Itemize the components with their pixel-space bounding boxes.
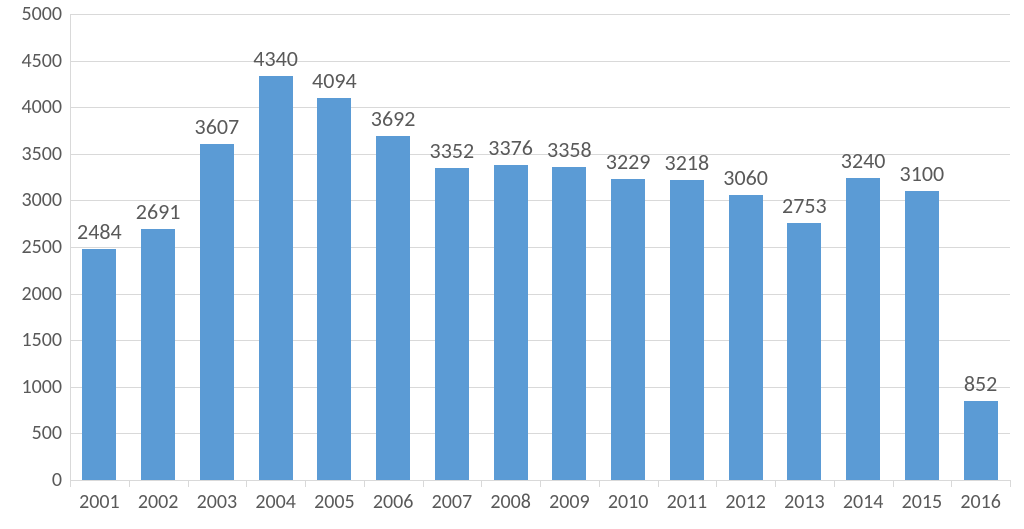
y-tick-label: 500 xyxy=(32,421,70,445)
x-tick xyxy=(951,480,952,487)
bar-value-label: 3229 xyxy=(606,148,651,179)
plot-area: 0500100015002000250030003500400045005000… xyxy=(70,14,1010,480)
x-tick xyxy=(129,480,130,487)
x-tick xyxy=(188,480,189,487)
y-tick-label: 3000 xyxy=(21,188,70,212)
y-tick-label: 1500 xyxy=(21,328,70,352)
y-tick-label: 4000 xyxy=(21,95,70,119)
x-tick-label: 2004 xyxy=(255,480,296,514)
x-tick xyxy=(540,480,541,487)
y-tick-label: 0 xyxy=(52,468,70,492)
x-tick xyxy=(834,480,835,487)
x-tick xyxy=(893,480,894,487)
bar-value-label: 2753 xyxy=(782,192,827,223)
x-tick xyxy=(775,480,776,487)
bar: 3358 xyxy=(552,167,586,480)
y-tick-label: 2500 xyxy=(21,235,70,259)
bar-value-label: 4094 xyxy=(312,67,357,98)
gridline xyxy=(70,61,1010,62)
x-tick-label: 2011 xyxy=(667,480,708,514)
gridline xyxy=(70,107,1010,108)
bar: 2753 xyxy=(787,223,821,480)
x-tick-label: 2003 xyxy=(197,480,238,514)
y-tick-label: 3500 xyxy=(21,142,70,166)
y-tick-label: 4500 xyxy=(21,49,70,73)
x-tick-label: 2005 xyxy=(314,480,355,514)
y-tick-label: 1000 xyxy=(21,375,70,399)
bar-value-label: 3218 xyxy=(665,149,710,180)
x-tick-label: 2002 xyxy=(138,480,179,514)
bar: 3229 xyxy=(611,179,645,480)
bar: 2484 xyxy=(82,249,116,481)
x-tick-label: 2006 xyxy=(373,480,414,514)
gridline xyxy=(70,14,1010,15)
bar: 3376 xyxy=(494,165,528,480)
x-tick-label: 2009 xyxy=(549,480,590,514)
x-tick xyxy=(658,480,659,487)
bar-value-label: 3060 xyxy=(723,164,768,195)
x-tick xyxy=(1010,480,1011,487)
bar-value-label: 2484 xyxy=(77,218,122,249)
x-tick-label: 2010 xyxy=(608,480,649,514)
bar: 4094 xyxy=(317,98,351,480)
bar: 2691 xyxy=(141,229,175,480)
bar: 4340 xyxy=(259,76,293,480)
bar-value-label: 4340 xyxy=(253,45,298,76)
bar: 3352 xyxy=(435,168,469,480)
bar-value-label: 2691 xyxy=(136,198,181,229)
x-tick xyxy=(246,480,247,487)
bar-value-label: 3240 xyxy=(841,147,886,178)
x-tick xyxy=(481,480,482,487)
bar-value-label: 3352 xyxy=(430,137,475,168)
bar-value-label: 3376 xyxy=(488,134,533,165)
x-tick-label: 2012 xyxy=(725,480,766,514)
x-tick-label: 2013 xyxy=(784,480,825,514)
bar: 3240 xyxy=(846,178,880,480)
bar-value-label: 3100 xyxy=(900,160,945,191)
bar-value-label: 3607 xyxy=(195,113,240,144)
bar: 852 xyxy=(964,401,998,480)
bar: 3218 xyxy=(670,180,704,480)
y-tick-label: 5000 xyxy=(21,2,70,26)
bar: 3100 xyxy=(905,191,939,480)
x-tick-label: 2015 xyxy=(902,480,943,514)
x-tick xyxy=(716,480,717,487)
x-tick xyxy=(599,480,600,487)
bar: 3692 xyxy=(376,136,410,480)
bar-value-label: 852 xyxy=(964,370,997,401)
bar: 3060 xyxy=(729,195,763,480)
bar-value-label: 3358 xyxy=(547,136,592,167)
bar: 3607 xyxy=(200,144,234,480)
x-tick xyxy=(364,480,365,487)
x-tick-label: 2014 xyxy=(843,480,884,514)
y-tick-label: 2000 xyxy=(21,282,70,306)
x-tick xyxy=(305,480,306,487)
x-tick xyxy=(70,480,71,487)
bar-chart: 0 500 1000 1500 2000 2500 3000 3500 4000 4500 5000… xyxy=(0,0,1024,529)
x-tick-label: 2001 xyxy=(79,480,120,514)
x-tick-label: 2008 xyxy=(490,480,531,514)
x-tick-label: 2016 xyxy=(960,480,1001,514)
x-tick-label: 2007 xyxy=(432,480,473,514)
bar-value-label: 3692 xyxy=(371,105,416,136)
x-tick xyxy=(423,480,424,487)
